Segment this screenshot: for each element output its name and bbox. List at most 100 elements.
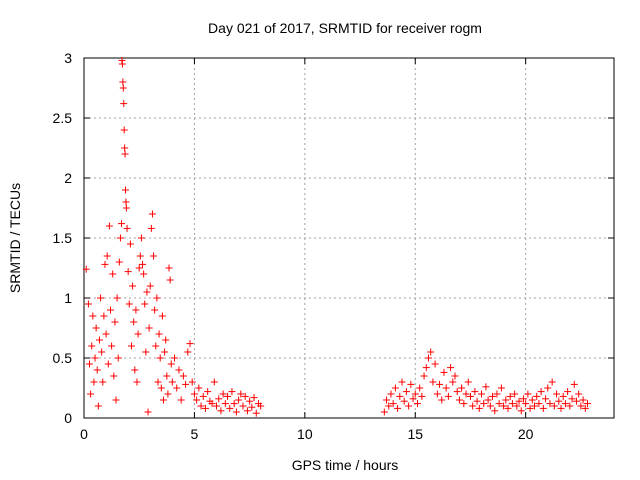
data-point xyxy=(221,400,229,408)
data-point xyxy=(84,300,92,308)
data-point xyxy=(230,400,238,408)
y-tick-label: 1 xyxy=(64,290,72,306)
data-point xyxy=(161,348,169,356)
data-point xyxy=(204,388,212,396)
data-point xyxy=(484,396,492,404)
data-point xyxy=(517,407,525,415)
data-point xyxy=(564,388,572,396)
data-point xyxy=(447,364,455,372)
data-point xyxy=(122,198,130,206)
data-point xyxy=(124,268,132,276)
data-point xyxy=(219,390,227,398)
data-point xyxy=(237,390,245,398)
data-point xyxy=(246,397,254,405)
data-point xyxy=(110,372,118,380)
data-point xyxy=(154,378,162,386)
data-point xyxy=(107,306,114,314)
data-point xyxy=(199,392,207,400)
y-tick-label: 0.5 xyxy=(53,350,73,366)
data-point xyxy=(489,392,497,400)
data-point xyxy=(462,390,470,398)
data-point xyxy=(486,402,494,410)
data-point xyxy=(127,342,135,350)
data-point xyxy=(400,397,408,405)
data-point xyxy=(103,252,111,260)
data-point xyxy=(559,392,567,400)
data-point xyxy=(451,372,459,380)
data-point xyxy=(101,260,109,268)
data-point xyxy=(500,402,508,410)
data-point xyxy=(241,392,249,400)
data-point xyxy=(97,294,105,302)
data-point xyxy=(119,78,127,86)
x-tick-label: 20 xyxy=(518,426,534,442)
data-point xyxy=(155,330,163,338)
data-point xyxy=(513,402,521,410)
data-point xyxy=(480,400,488,408)
data-point xyxy=(570,380,578,388)
data-point xyxy=(546,400,554,408)
data-point xyxy=(122,186,130,194)
data-point xyxy=(243,407,251,415)
x-tick-label: 0 xyxy=(80,426,88,442)
data-point xyxy=(431,360,439,368)
data-point xyxy=(420,372,428,380)
y-tick-label: 2 xyxy=(64,170,72,186)
data-point xyxy=(166,276,174,284)
data-point xyxy=(380,408,388,416)
data-point xyxy=(577,402,585,410)
x-tick-label: 15 xyxy=(407,426,423,442)
data-point xyxy=(137,234,145,242)
data-point xyxy=(164,390,172,398)
data-point xyxy=(526,404,534,412)
data-point xyxy=(250,394,258,402)
data-point xyxy=(201,404,209,412)
data-point xyxy=(422,364,430,372)
data-point xyxy=(475,404,483,412)
y-ticks: 0 0.5 1 1.5 2 2.5 3 xyxy=(53,50,614,426)
data-point xyxy=(142,348,150,356)
data-point xyxy=(257,402,265,410)
data-point xyxy=(389,400,397,408)
data-point xyxy=(539,404,547,412)
data-point xyxy=(104,360,112,368)
data-point xyxy=(136,252,144,260)
data-point xyxy=(193,396,201,404)
data-point xyxy=(150,252,158,260)
data-point xyxy=(440,368,448,376)
data-point xyxy=(88,342,96,350)
x-tick-label: 5 xyxy=(191,426,199,442)
data-point xyxy=(144,408,152,416)
data-point xyxy=(190,390,198,398)
data-point xyxy=(130,318,138,326)
data-point xyxy=(402,388,410,396)
data-point xyxy=(112,396,120,404)
data-point xyxy=(151,306,159,314)
data-point xyxy=(141,300,149,308)
data-point xyxy=(82,265,90,273)
data-point xyxy=(537,388,545,396)
data-point xyxy=(99,378,107,386)
data-point xyxy=(497,384,505,392)
data-point xyxy=(115,258,123,266)
data-point xyxy=(548,378,556,386)
data-point xyxy=(129,282,137,290)
data-point xyxy=(248,403,256,411)
data-point xyxy=(108,342,116,350)
data-point xyxy=(425,354,432,362)
data-point xyxy=(411,390,419,398)
data-point xyxy=(504,404,512,412)
data-point xyxy=(511,390,519,398)
data-point xyxy=(566,402,574,410)
data-point xyxy=(167,360,175,368)
data-point xyxy=(118,60,126,68)
data-point xyxy=(215,395,223,403)
data-point xyxy=(217,407,225,415)
data-point xyxy=(147,224,155,232)
data-point xyxy=(125,300,133,308)
data-point xyxy=(235,396,243,404)
y-tick-label: 2.5 xyxy=(53,110,73,126)
data-point xyxy=(195,384,203,392)
data-point xyxy=(232,408,240,416)
